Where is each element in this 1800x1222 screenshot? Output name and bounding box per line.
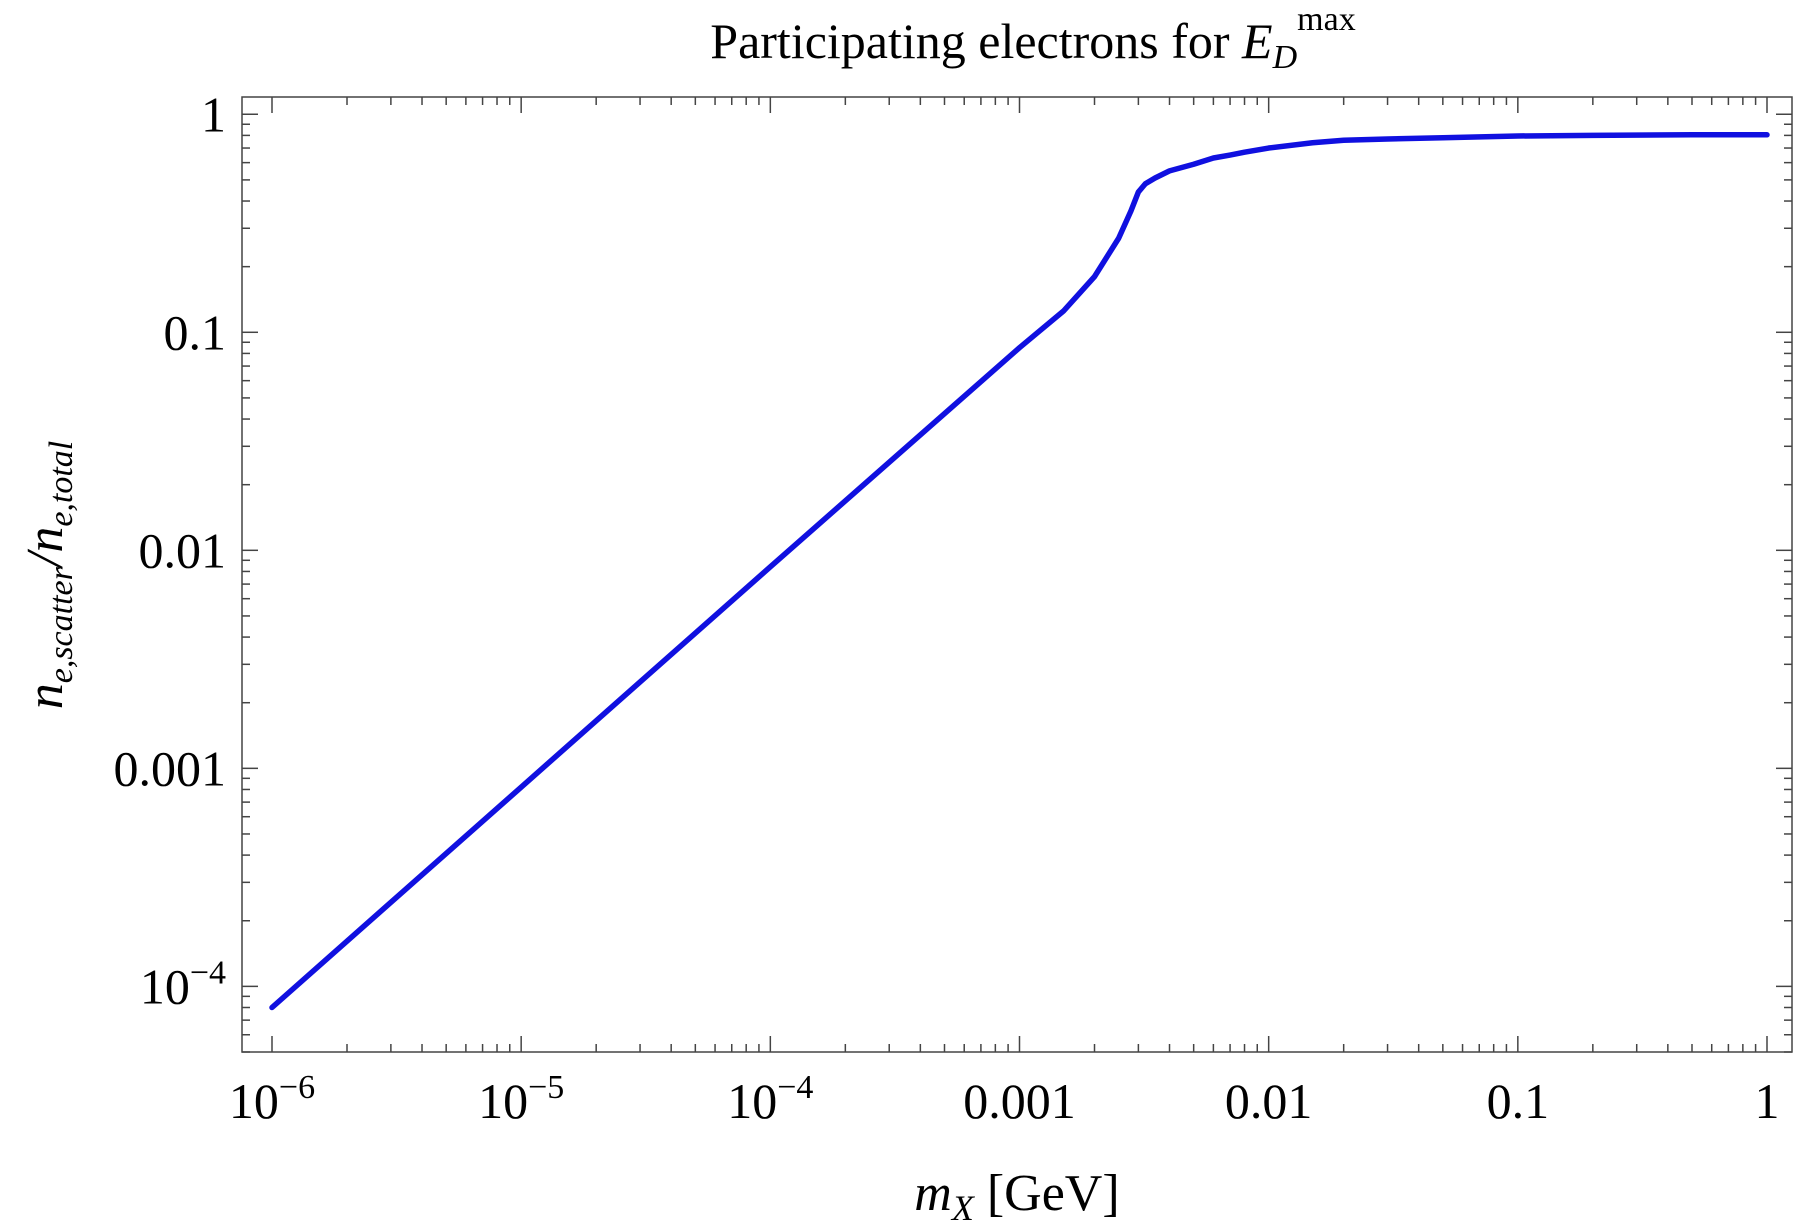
x-tick-label: 10−6 (229, 1069, 315, 1129)
plot-frame (241, 96, 1793, 1053)
y-tick-label-base: 10 (140, 958, 190, 1014)
x-tick-label-exp: −5 (528, 1069, 564, 1106)
x-tick-label: 0.01 (1225, 1073, 1313, 1129)
y-tick-label-exp: −4 (190, 954, 226, 991)
x-axis-label-var: m (914, 1165, 952, 1222)
series-line (269, 132, 1770, 1011)
x-tick-label: 10−4 (727, 1069, 813, 1129)
x-tick-label: 0.1 (1487, 1073, 1550, 1129)
y-tick-label: 0.1 (164, 304, 227, 360)
x-axis-label-sub: X (950, 1188, 976, 1222)
x-axis-ticks (271, 97, 1768, 1052)
x-tick-label-base: 10 (478, 1073, 528, 1129)
x-tick-label: 1 (1755, 1073, 1780, 1129)
x-tick-label-exp: −4 (777, 1069, 813, 1106)
y-tick-label: 10−4 (140, 954, 226, 1014)
y-axis-label-sub1: e,scatter (43, 566, 80, 683)
y-axis-label-sub2: e,total (43, 441, 80, 527)
y-axis-label-var1: n (17, 683, 74, 709)
y-axis-tick-labels: 10−4 0.001 0.01 0.1 1 (114, 86, 227, 1014)
x-tick-label-base: 10 (727, 1073, 777, 1129)
x-axis-tick-labels: 10−6 10−5 10−4 0.001 0.01 0.1 1 (229, 1069, 1780, 1129)
y-tick-label: 1 (201, 86, 226, 142)
y-axis-label: ne,scatter/ne,total (17, 441, 80, 710)
x-axis-label-unit: [GeV] (974, 1165, 1120, 1222)
x-axis-label: mX [GeV] (914, 1165, 1119, 1222)
x-tick-label: 0.001 (963, 1073, 1076, 1129)
y-tick-label: 0.01 (139, 522, 227, 578)
x-tick-label-exp: −6 (279, 1069, 315, 1106)
y-tick-label: 0.001 (114, 740, 227, 796)
chart-title-var: E (1241, 13, 1273, 69)
x-tick-label: 10−5 (478, 1069, 564, 1129)
y-axis-ticks (242, 113, 1792, 1053)
y-axis-label-slash: / (17, 548, 74, 570)
chart-title: Participating electrons for EDmax (710, 1, 1355, 76)
y-axis-label-var2: n (17, 527, 74, 553)
x-tick-label-base: 10 (229, 1073, 279, 1129)
chart-title-sub: D (1272, 39, 1298, 76)
chart-title-sup: max (1297, 1, 1356, 38)
chart-title-text: Participating electrons for (710, 13, 1242, 69)
